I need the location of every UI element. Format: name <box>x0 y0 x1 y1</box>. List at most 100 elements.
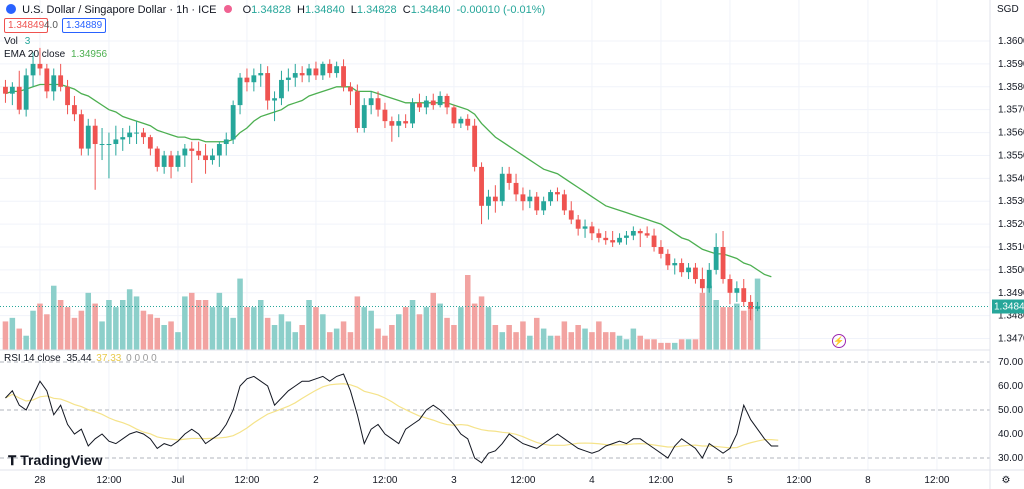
candle-body <box>699 279 705 289</box>
tradingview-logo[interactable]: 𝐓 TradingView <box>8 452 102 469</box>
candle-body <box>596 233 602 238</box>
candle-body <box>651 235 657 248</box>
volume-bar <box>623 339 630 350</box>
volume-bar <box>492 325 499 350</box>
volume-bar <box>409 300 416 350</box>
volume-bar <box>575 325 581 350</box>
volume-bar <box>99 321 105 350</box>
candle-body <box>272 98 277 101</box>
volume-bar <box>106 300 112 350</box>
candles <box>3 47 760 321</box>
candle-body <box>141 132 146 138</box>
settings-gear-icon[interactable]: ⚙ <box>1002 475 1011 486</box>
candle-body <box>182 148 188 156</box>
volume-bar <box>589 332 595 350</box>
volume-bar <box>561 321 568 350</box>
volume-bar <box>630 328 637 350</box>
volume-bar <box>147 314 154 350</box>
symbol-icon <box>6 4 16 14</box>
volume-bar <box>533 317 540 350</box>
candle-body <box>313 68 319 76</box>
candle-body <box>230 105 236 140</box>
currency-label[interactable]: SGD <box>997 4 1019 15</box>
vol-indicator-label[interactable]: Vol 3 <box>4 36 30 47</box>
volume-bar <box>292 332 299 350</box>
y-tick-label: 1.35800 <box>998 82 1024 93</box>
volume-bar <box>671 342 678 350</box>
rsi-y-tick-label: 60.00 <box>998 381 1023 392</box>
volume-bar <box>540 328 547 350</box>
volume-bar <box>485 307 492 350</box>
y-tick-label: 1.34900 <box>998 288 1024 299</box>
candle-body <box>78 114 84 149</box>
candle-body <box>479 166 484 206</box>
volume-bar <box>471 303 478 350</box>
volume-bar <box>706 285 713 350</box>
logo-text: TradingView <box>20 452 103 468</box>
candle-body <box>458 118 464 124</box>
ohlc-change: -0.00010 (-0.01%) <box>456 4 546 16</box>
candle-body <box>147 137 153 149</box>
x-tick-label: 12:00 <box>510 475 535 486</box>
volume-bar <box>306 300 312 350</box>
volume-bar <box>126 289 133 350</box>
volume-bar <box>754 278 761 350</box>
volume-bar <box>195 300 202 350</box>
candle-body <box>320 63 326 76</box>
volume-bar <box>651 339 657 350</box>
volume-bar <box>644 339 650 350</box>
volume-bar <box>527 335 533 350</box>
volume-bar <box>168 321 174 350</box>
vol-label: Vol <box>4 36 18 47</box>
volume-bar <box>161 325 167 350</box>
x-tick-label: 8 <box>865 475 871 486</box>
volume-bar <box>609 332 616 350</box>
volume-bar <box>244 307 250 350</box>
volume-bar <box>713 300 719 350</box>
volume-bar <box>506 325 512 350</box>
last-price-tag: 1.34840 <box>994 302 1024 313</box>
y-tick-label: 1.35300 <box>998 196 1024 207</box>
rsi-line <box>5 373 779 464</box>
ohlc-l-val: 1.34828 <box>356 4 397 16</box>
volume-bar <box>257 300 264 350</box>
volume-bar <box>747 307 754 350</box>
vol-value: 3 <box>24 36 31 47</box>
candle-body <box>375 98 381 110</box>
symbol-title[interactable]: U.S. Dollar / Singapore Dollar · 1h · IC… <box>22 4 217 16</box>
candle-body <box>251 75 257 83</box>
volume-bar <box>175 332 181 350</box>
rsi-y-tick-label: 70.00 <box>998 357 1023 368</box>
y-tick-label: 1.36000 <box>998 36 1024 47</box>
volume-bar <box>451 325 457 350</box>
candle-body <box>389 121 395 126</box>
y-tick-label: 1.35100 <box>998 242 1024 253</box>
x-tick-label: 12:00 <box>648 475 673 486</box>
volume-bar <box>223 307 230 350</box>
candle-body <box>417 102 422 108</box>
volume-bar <box>727 307 733 350</box>
y-tick-label: 1.35500 <box>998 150 1024 161</box>
volume-bar <box>520 321 526 350</box>
volume-bar <box>678 339 685 350</box>
volume-bar <box>9 317 16 350</box>
rsi-y-tick-label: 40.00 <box>998 429 1023 440</box>
volume-bar <box>395 314 402 350</box>
rsi-indicator-label[interactable]: RSI 14 close 35.44 37.33 0 0 0 0 <box>4 353 157 364</box>
candle-body <box>541 201 547 211</box>
ohlc-c-val: 1.34840 <box>410 4 451 16</box>
volume-bar <box>182 296 188 350</box>
candle-body <box>210 155 215 161</box>
bid-price-button[interactable]: 1.34849 <box>4 18 49 33</box>
ema-indicator-label[interactable]: EMA 20 close 1.34956 <box>4 49 107 60</box>
ohlc-o-val: 1.34828 <box>251 4 291 16</box>
ask-price-button[interactable]: 1.34889 <box>62 18 107 33</box>
alert-bolt-icon[interactable]: ⚡ <box>832 334 846 348</box>
y-tick-label: 1.35400 <box>998 173 1024 184</box>
volume-bar <box>237 278 243 350</box>
volume-bar <box>596 321 602 350</box>
ohlc-h: H <box>297 4 305 16</box>
rsi-y-tick-label: 50.00 <box>998 405 1023 416</box>
volume-bar <box>188 292 195 350</box>
